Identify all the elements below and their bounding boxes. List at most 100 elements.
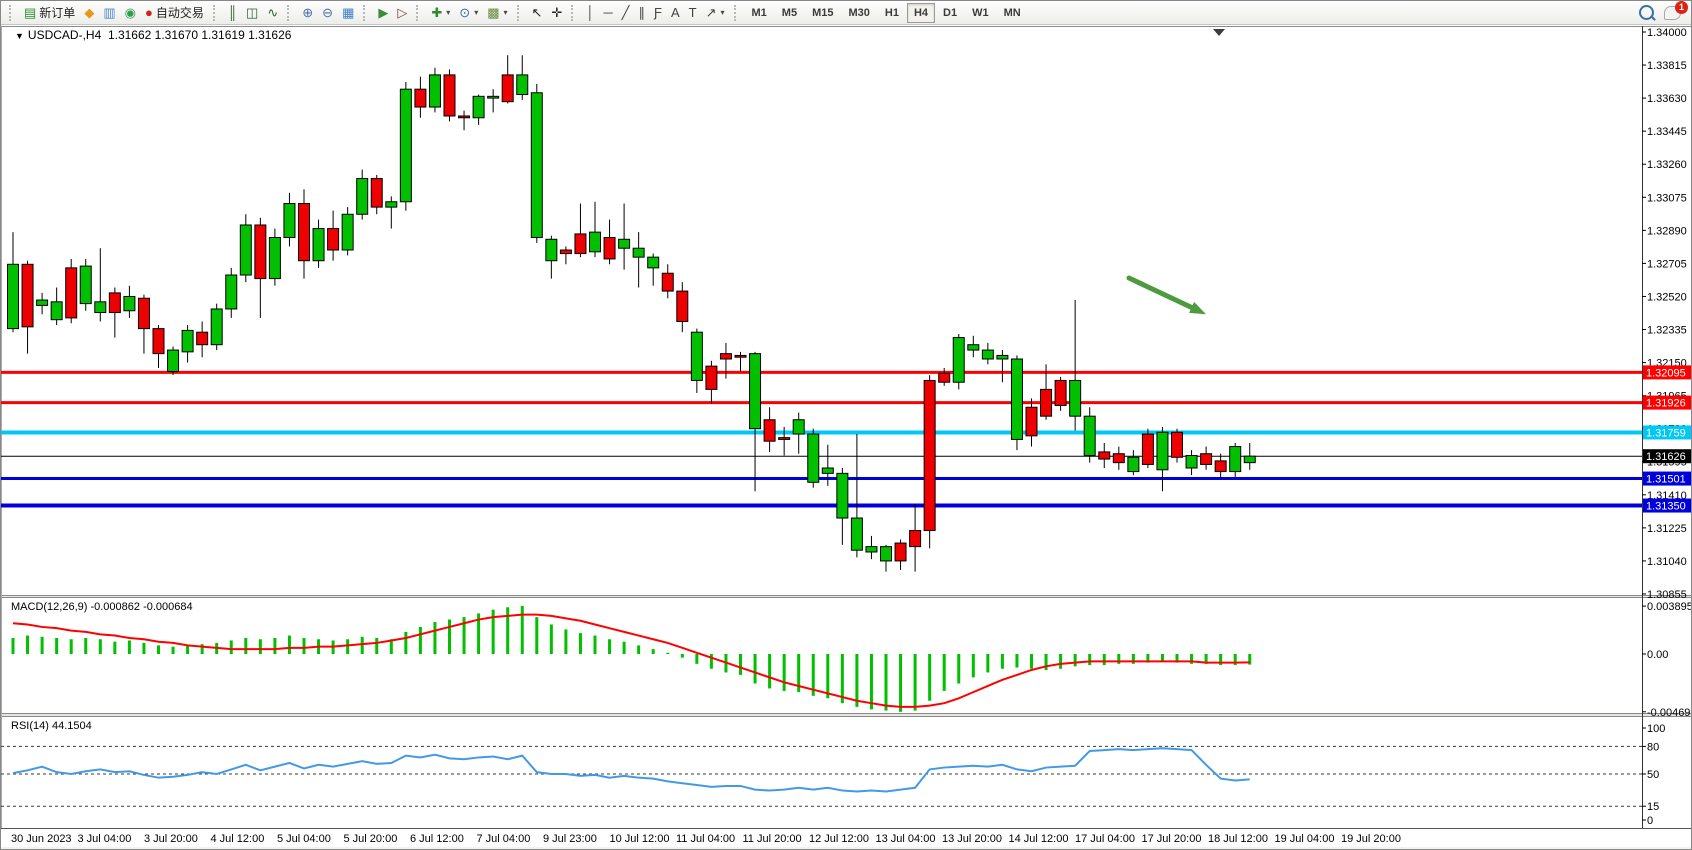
macd-hist-bar: [491, 609, 495, 654]
horizontal-line-button[interactable]: ─: [599, 3, 616, 23]
text-label-button[interactable]: T: [685, 3, 701, 23]
signals-button[interactable]: ◉: [121, 3, 140, 23]
candles: [7, 55, 1256, 572]
macd-hist-bar: [899, 654, 903, 712]
macd-hist-bar: [971, 654, 975, 678]
macd-hist-bar: [797, 654, 801, 693]
candle-body: [1025, 406, 1038, 437]
timeframe-d1-button[interactable]: D1: [936, 3, 964, 23]
price-tick-label: 1.32335: [1647, 325, 1687, 337]
horizontal-line-icon: ─: [603, 5, 613, 20]
crosshair-button[interactable]: ✛: [547, 3, 566, 23]
macd-hist-bar: [1088, 654, 1092, 666]
toolbar-grip: [9, 4, 16, 21]
time-tick-label: 10 Jul 12:00: [610, 833, 670, 845]
timeframe-m1-button[interactable]: M1: [745, 3, 774, 23]
candle-body: [574, 233, 587, 255]
timeframe-mn-button[interactable]: MN: [997, 3, 1028, 23]
candle-body: [36, 299, 49, 306]
timeframe-m5-button[interactable]: M5: [775, 3, 804, 23]
timeframe-h4-button[interactable]: H4: [906, 2, 935, 23]
candle-body: [661, 272, 674, 292]
symbol-dropdown-icon[interactable]: ▼: [15, 31, 24, 41]
tile-windows-button[interactable]: ▦: [338, 3, 358, 23]
zoom-out-icon: ⊖: [322, 5, 334, 20]
line-chart-button[interactable]: ∿: [263, 3, 282, 23]
candle-body: [458, 115, 471, 119]
macd-hist-bar: [1044, 654, 1048, 670]
candle-body: [938, 372, 951, 383]
timeframe-m15-button[interactable]: M15: [805, 3, 840, 23]
new-order-button[interactable]: ▤ 新订单: [20, 3, 79, 23]
trend-arrow[interactable]: [1126, 275, 1200, 313]
trend-line-icon: ╱: [621, 5, 630, 20]
macd-hist-bar: [418, 626, 422, 654]
autotrading-button[interactable]: ● 自动交易: [141, 3, 208, 23]
macd-hist-bar: [520, 606, 524, 654]
macd-hist-bar: [40, 636, 44, 654]
candle-body: [1083, 415, 1096, 456]
time-tick-label: 18 Jul 12:00: [1208, 833, 1268, 845]
candlestick-chart-button[interactable]: ◫: [242, 3, 262, 23]
macd-hist-bar: [666, 652, 670, 654]
time-tick-label: 30 Jun 2023: [11, 833, 72, 845]
macd-hist-bar: [535, 617, 539, 654]
macd-hist-bar: [986, 654, 990, 673]
trend-line-button[interactable]: ╱: [618, 3, 634, 23]
auto-scroll-button[interactable]: ▶: [374, 3, 392, 23]
candle-body: [94, 301, 107, 314]
macd-hist-bar: [768, 654, 772, 689]
fibonacci-button[interactable]: Ƒ: [650, 3, 666, 23]
vertical-line-icon: │: [586, 5, 595, 20]
arrows-button[interactable]: ↗ ▾: [702, 3, 729, 23]
virtual-hosting-button[interactable]: ▥: [99, 3, 119, 23]
macd-hist-bar: [477, 613, 481, 654]
toolbar-grip: [287, 4, 294, 21]
candle-body: [1243, 455, 1256, 464]
candle-body: [7, 263, 19, 330]
time-tick-label: 17 Jul 04:00: [1075, 833, 1135, 845]
macd-hist-bar: [1204, 654, 1208, 664]
equidistant-channel-button[interactable]: ∥: [635, 3, 650, 23]
templates-button[interactable]: ▩ ▾: [483, 3, 511, 23]
mql5-community-button[interactable]: ◆: [80, 3, 98, 23]
chat-icon[interactable]: 1: [1664, 1, 1688, 20]
bar-chart-button[interactable]: ║: [224, 3, 241, 23]
pane-separator: [1, 595, 1691, 598]
macd-tick-label: 0.00: [1647, 649, 1668, 661]
price-tag-1.31501: [1643, 471, 1691, 486]
indicators-button[interactable]: ✚ ▾: [427, 3, 454, 23]
candle-body: [1112, 453, 1125, 464]
price-tick-label: 1.33630: [1647, 93, 1687, 105]
candle-body: [268, 236, 281, 280]
macd-hist-bar: [113, 641, 117, 654]
zoom-in-button[interactable]: ⊕: [298, 3, 317, 23]
rsi-tick-label: 80: [1647, 741, 1659, 753]
search-icon[interactable]: [1639, 5, 1654, 20]
candlestick-chart-icon: ◫: [246, 5, 259, 20]
periods-button[interactable]: ⊙ ▾: [455, 3, 482, 23]
price-tick-label: 1.33815: [1647, 60, 1687, 72]
auto-scroll-icon: ▶: [378, 5, 389, 20]
candle-body: [1156, 431, 1169, 471]
cursor-button[interactable]: ↖: [528, 3, 547, 23]
chat-badge: 1: [1675, 1, 1688, 14]
chart-shift-button[interactable]: ▷: [393, 3, 411, 23]
candle-body: [254, 224, 267, 280]
macd-hist-bar: [942, 654, 946, 691]
indicators-caret-icon: ▾: [446, 8, 451, 17]
timeframe-h1-button[interactable]: H1: [878, 3, 906, 23]
rsi-line: [12, 747, 1250, 793]
macd-signal-line: [12, 613, 1250, 708]
price-tick-label: 1.30855: [1647, 589, 1687, 601]
mql5-community-icon: ◆: [84, 5, 95, 20]
timeframe-m30-button[interactable]: M30: [841, 3, 876, 23]
vertical-line-button[interactable]: │: [582, 3, 598, 23]
zoom-in-icon: ⊕: [302, 5, 314, 20]
text-button[interactable]: A: [667, 3, 684, 23]
chart-shift-marker[interactable]: [1213, 29, 1225, 36]
timeframe-w1-button[interactable]: W1: [965, 3, 996, 23]
zoom-out-button[interactable]: ⊖: [318, 3, 337, 23]
macd-hist-bar: [127, 640, 131, 654]
